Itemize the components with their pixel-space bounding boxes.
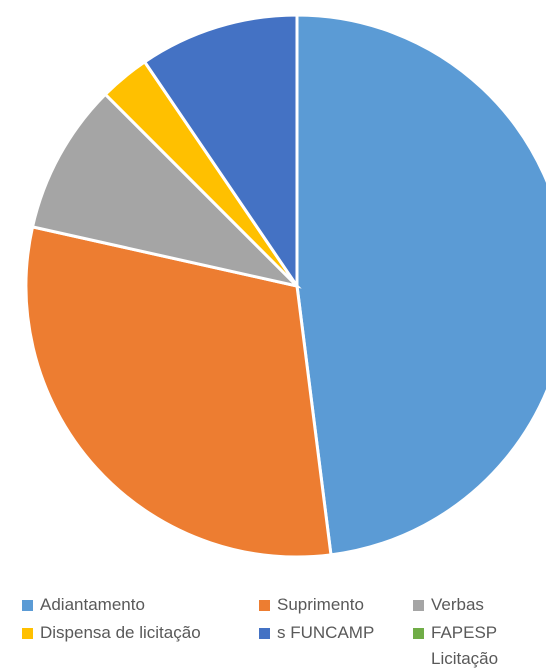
legend-label: FAPESP Licitação	[431, 623, 499, 668]
pie-slice	[30, 92, 302, 289]
pie-slice	[142, 13, 299, 291]
legend-swatch	[413, 600, 424, 611]
legend-item: s FUNCAMP	[259, 620, 374, 646]
legend-item: Adiantamento	[22, 592, 145, 618]
pie-slice	[295, 13, 546, 557]
legend-item: Dispensa de licitação	[22, 620, 201, 646]
legend-swatch	[413, 628, 424, 639]
legend-label: Verbas	[431, 595, 484, 614]
pie-slice	[24, 225, 333, 559]
legend-label: s FUNCAMP	[277, 623, 375, 642]
legend-label: Suprimento	[277, 595, 364, 614]
legend-label: Adiantamento	[40, 595, 145, 614]
legend-item: Suprimento	[259, 592, 364, 618]
legend-label: Dispensa de licitação	[40, 623, 201, 642]
legend-swatch	[259, 628, 270, 639]
legend-item: Verbas	[413, 592, 484, 618]
legend-item: FAPESP Licitação	[413, 620, 511, 670]
legend-swatch	[22, 628, 33, 639]
legend-swatch	[22, 600, 33, 611]
legend-swatch	[259, 600, 270, 611]
